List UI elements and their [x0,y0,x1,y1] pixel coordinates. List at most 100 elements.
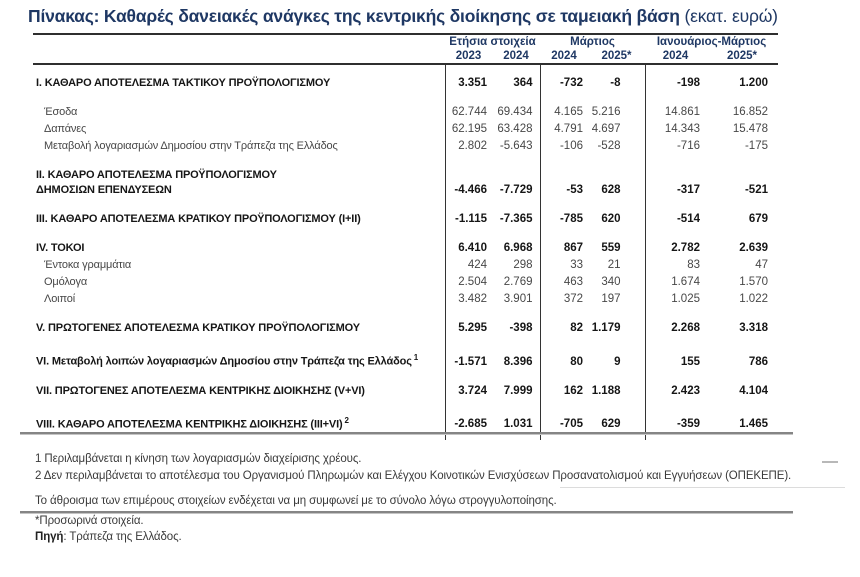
table-row: ΙΙ. ΚΑΘΑΡΟ ΑΠΟΤΕΛΕΣΜΑ ΠΡΟΫΠΟΛΟΓΙΣΜΟΥ ΔΗΜΟ… [33,155,778,199]
row-label: ΙΙΙ. ΚΑΘΑΡΟ ΑΠΟΤΕΛΕΣΜΑ ΚΡΑΤΙΚΟΥ ΠΡΟΫΠΟΛΟ… [36,213,361,225]
value-cell: 3.482 [444,291,492,308]
value-cell: -4.466 [444,155,492,199]
column-group-jan-march: Ιανουάριος-Μάρτιος [656,36,767,48]
value-cell: 628 [601,184,621,196]
footnote-marker: 2 [344,415,349,425]
value-cell: 786 [748,355,768,368]
value-cell: -716 [644,138,706,155]
value-cell: -785 [539,199,588,228]
year-header: 2025* [706,49,778,65]
row-label: Έσοδα [44,106,78,118]
year-header: 2024 [492,49,540,65]
row-label: Μεταβολή λογαριασμών Δημοσίου στην Τράπε… [44,140,338,152]
value-cell: 33 [539,257,588,274]
source-label: Πηγή [35,531,64,543]
year-header: 2024 [645,49,706,65]
value-cell: 3.351 [444,64,492,92]
source-text: : Τράπεζα της Ελλάδος. [63,531,182,543]
value-cell: 620 [601,213,621,225]
year-header: 2025* [588,49,645,65]
value-cell: 4.791 [539,121,588,138]
value-cell: 424 [444,257,492,274]
table-row: Έσοδα 62.744 69.434 4.165 5.216 14.861 16.852 [33,92,778,121]
table-row: Μεταβολή λογαριασμών Δημοσίου στην Τράπε… [33,138,778,155]
scan-artifact-line [560,487,845,488]
data-table-wrapper: Ετήσια στοιχεία Μάρτιος Ιανουάριος-Μάρτι… [33,33,778,441]
value-cell: -7.729 [499,184,533,196]
table-row: Λοιποί 3.482 3.901 372 197 1.025 1.022 [33,291,778,308]
value-cell: -359 [644,399,706,434]
row-label: ΙV. ΤΟΚΟΙ [36,242,85,254]
table-row: ΙV. ΤΟΚΟΙ 6.410 6.968 867 559 2.782 2.639 [33,228,778,257]
footer-rule [20,511,793,513]
value-cell: -521 [744,184,768,196]
value-cell: 2.769 [503,276,533,288]
value-cell: 298 [513,259,533,271]
column-group-annual: Ετήσια στοιχεία [449,36,536,48]
value-cell: 463 [539,274,588,291]
value-cell: 1.188 [591,384,621,397]
value-cell: 6.968 [503,242,533,254]
value-cell: 4.165 [539,92,588,121]
value-cell: 1.025 [644,291,706,308]
row-label: VΙΙΙ. ΚΑΘΑΡΟ ΑΠΟΤΕΛΕΣΜΑ ΚΕΝΤΡΙΚΗΣ ΔΙΟΙΚΗ… [36,415,349,431]
value-cell: 80 [539,337,588,371]
spacer-row [33,433,778,441]
value-cell: 3.724 [444,370,492,400]
value-cell: 5.216 [591,106,621,118]
value-cell: 629 [601,418,621,431]
value-cell: -514 [644,199,706,228]
value-cell: -198 [644,64,706,92]
value-cell: 6.410 [444,228,492,257]
value-cell: 62.195 [444,121,492,138]
value-cell: 9 [614,355,621,368]
empty-header-cell [33,34,445,49]
value-cell: 4.104 [739,384,768,397]
provisional-note: *Προσωρινά στοιχεία. [35,515,144,527]
spacer-cell [33,433,445,440]
spacer-cell [644,433,706,441]
footnote-1: 1 Περιλαμβάνεται η κίνηση των λογαριασμώ… [35,453,362,465]
value-cell: 1.465 [739,418,768,431]
value-cell: -1.571 [444,337,492,371]
page-title-text: Πίνακας: Καθαρές δανειακές ανάγκες της κ… [28,6,680,26]
table-row: ΙΙΙ. ΚΑΘΑΡΟ ΑΠΟΤΕΛΕΣΜΑ ΚΡΑΤΙΚΟΥ ΠΡΟΫΠΟΛΟ… [33,199,778,228]
table-bottom-rule [20,432,793,434]
value-cell: 1.570 [739,276,768,288]
value-cell: -1.115 [444,199,492,228]
value-cell: 2.504 [444,274,492,291]
value-cell: 559 [601,242,621,254]
table-body: Ι. ΚΑΘΑΡΟ ΑΠΟΤΕΛΕΣΜΑ ΤΑΚΤΙΚΟΥ ΠΡΟΫΠΟΛΟΓΙ… [33,64,778,441]
table-row: Ι. ΚΑΘΑΡΟ ΑΠΟΤΕΛΕΣΜΑ ΤΑΚΤΙΚΟΥ ΠΡΟΫΠΟΛΟΓΙ… [33,64,778,92]
value-cell: 15.478 [732,123,768,135]
value-cell: 1.179 [591,322,621,334]
rounding-note: Το άθροισμα των επιμέρους στοιχείων ενδέ… [35,495,557,507]
value-cell: 1.022 [739,293,768,305]
value-cell: -732 [539,64,588,92]
value-cell: 5.295 [444,308,492,337]
column-group-march: Μάρτιος [570,36,615,48]
value-cell: 82 [539,308,588,337]
value-cell: 3.901 [503,293,533,305]
year-header-row: 2023 2024 2024 2025* 2024 2025* [33,49,778,65]
value-cell: -7.365 [499,213,533,225]
empty-header-cell [33,49,445,65]
value-cell: 1.200 [739,77,768,89]
value-cell: 1.031 [503,418,533,431]
value-cell: -705 [539,399,588,434]
value-cell: 14.861 [644,92,706,121]
table-row: VΙΙΙ. ΚΑΘΑΡΟ ΑΠΟΤΕΛΕΣΜΑ ΚΕΝΤΡΙΚΗΣ ΔΙΟΙΚΗ… [33,399,778,434]
source-note: Πηγή: Τράπεζα της Ελλάδος. [35,531,182,543]
value-cell: 69.434 [497,106,533,118]
value-cell: 47 [755,259,768,271]
table-header: Ετήσια στοιχεία Μάρτιος Ιανουάριος-Μάρτι… [33,34,778,65]
value-cell: 2.268 [644,308,706,337]
value-cell: 14.343 [644,121,706,138]
value-cell: 7.999 [503,384,533,397]
value-cell: 8.396 [503,355,533,368]
row-label: Ι. ΚΑΘΑΡΟ ΑΠΟΤΕΛΕΣΜΑ ΤΑΚΤΙΚΟΥ ΠΡΟΫΠΟΛΟΓΙ… [36,77,331,89]
value-cell: -317 [644,155,706,199]
table-row: Ομόλογα 2.504 2.769 463 340 1.674 1.570 [33,274,778,291]
year-header: 2024 [540,49,588,65]
